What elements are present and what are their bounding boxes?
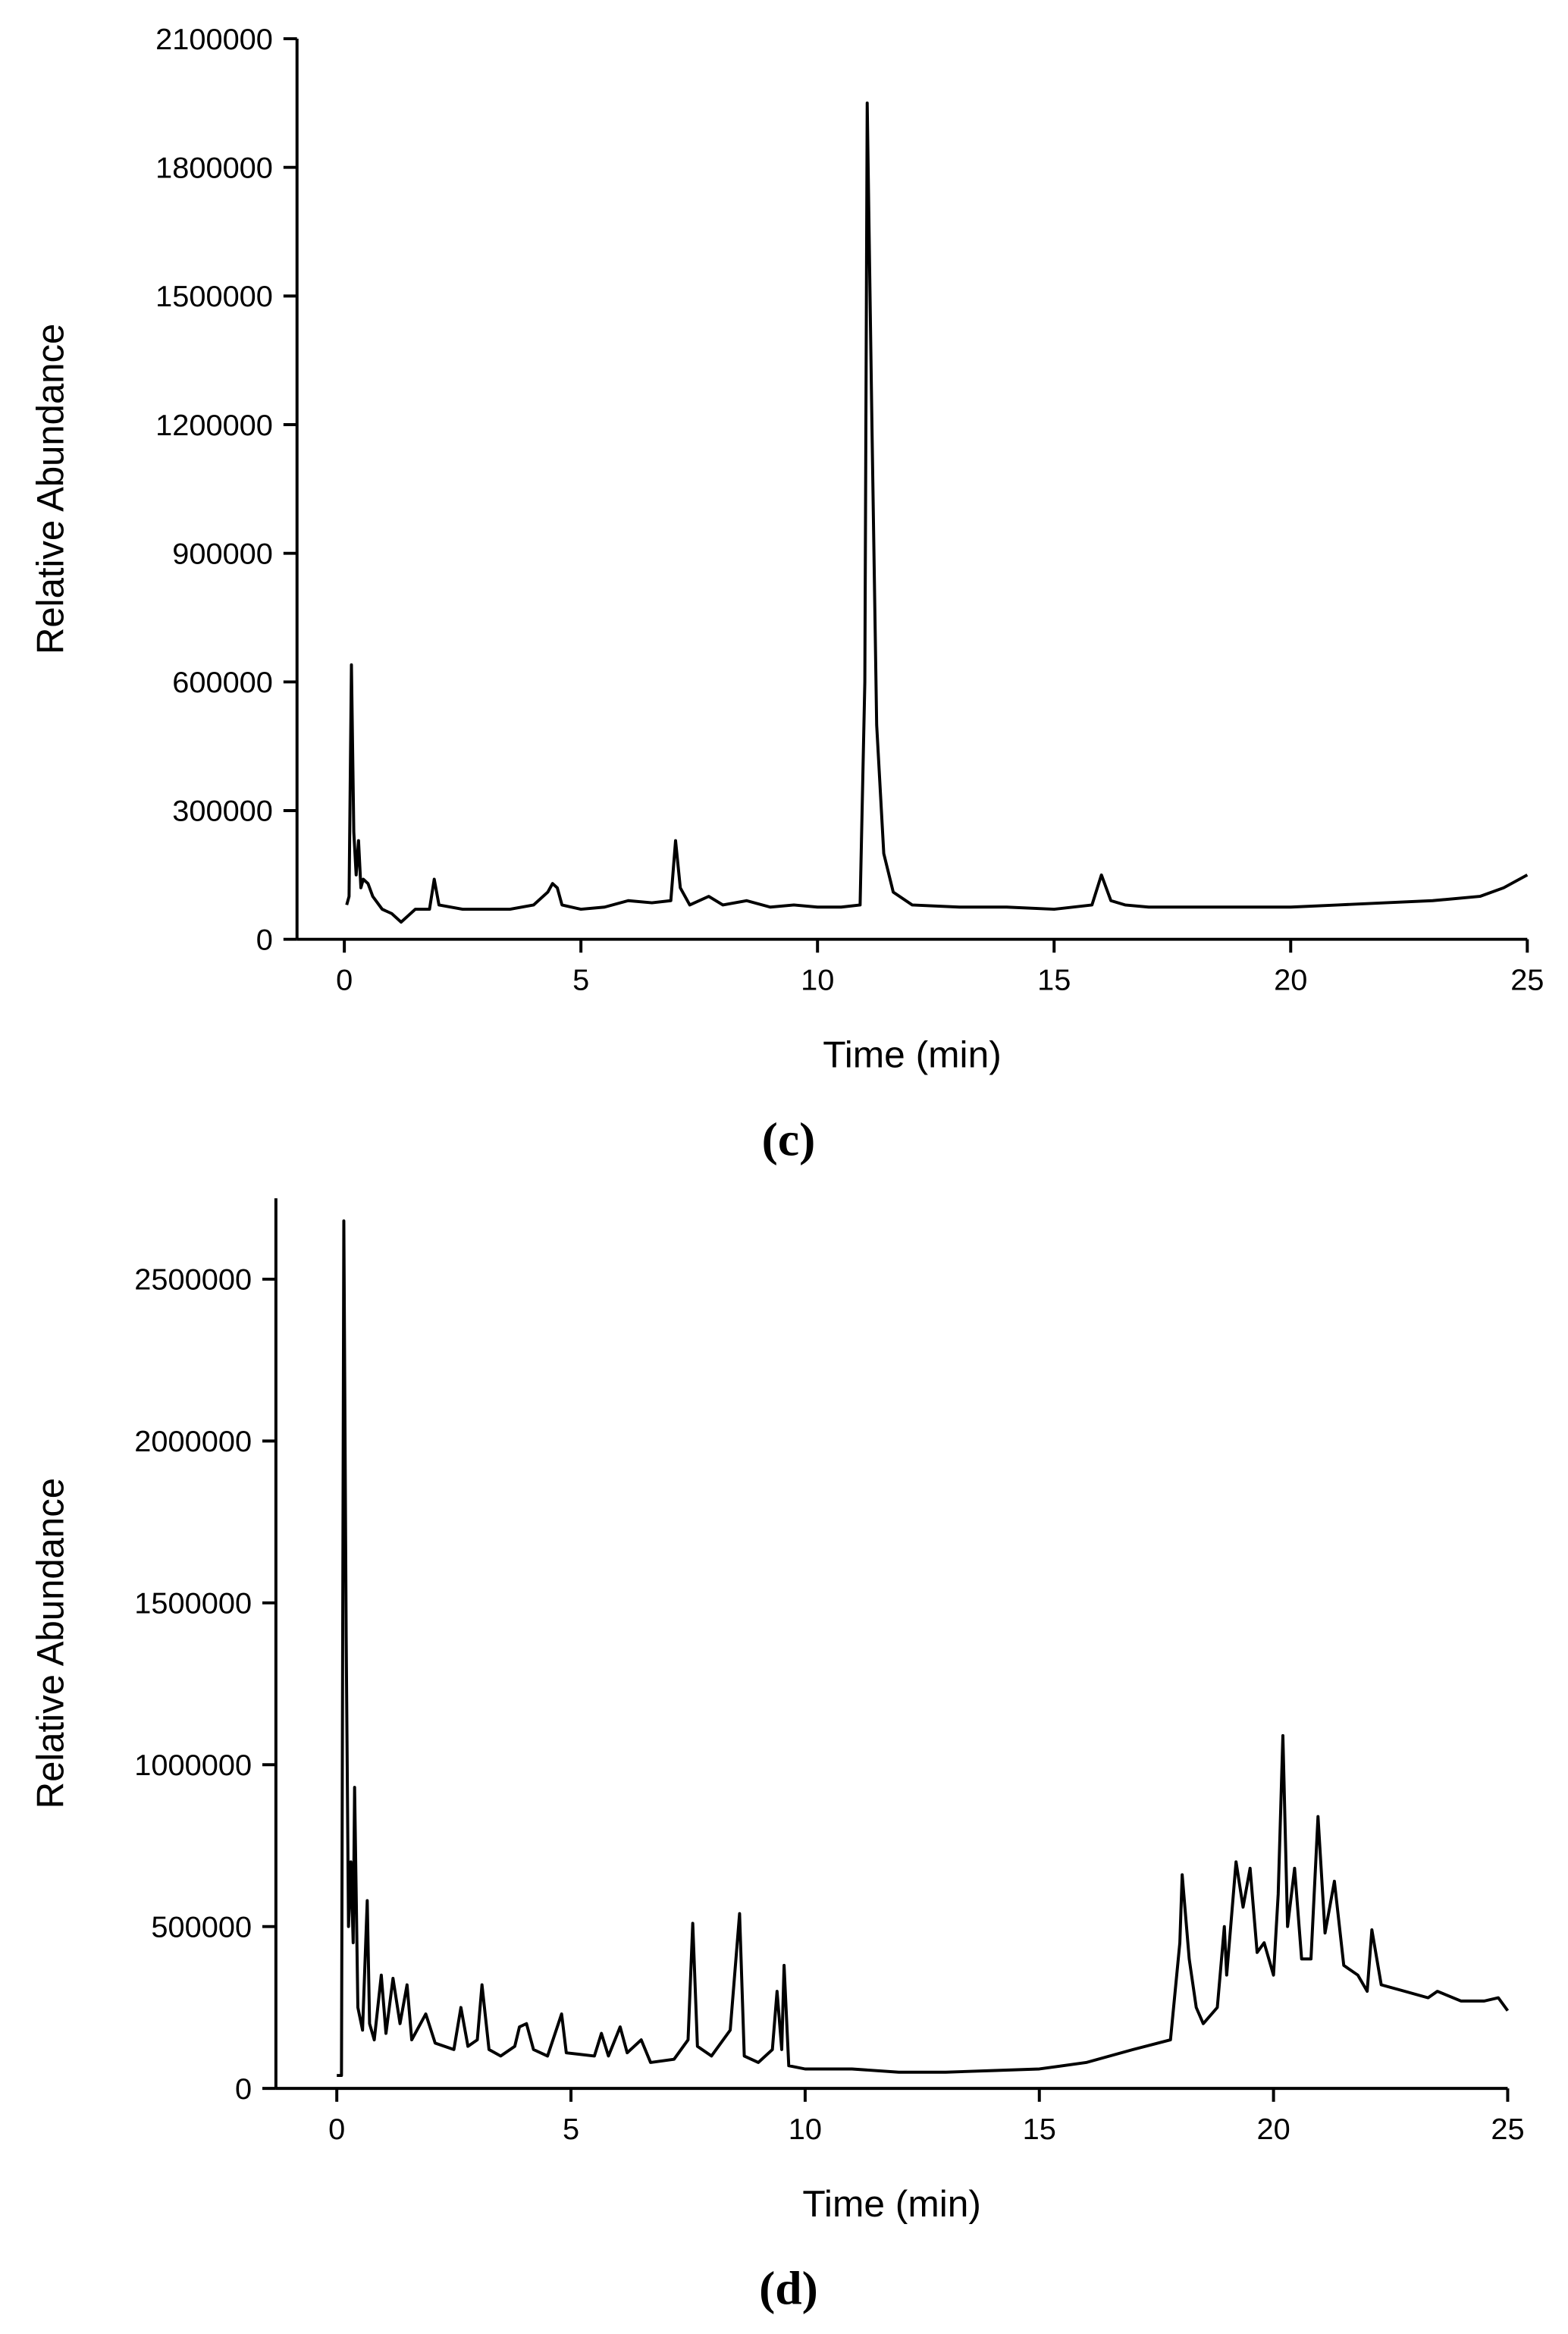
y-tick-label: 2500000 [134,1263,252,1297]
y-tick-label: 600000 [172,666,273,699]
x-tick-label: 0 [336,964,353,997]
x-tick-label: 0 [328,2113,345,2146]
x-tick-label: 10 [801,964,834,997]
x-tick-label: 20 [1256,2113,1290,2146]
x-tick-label: 5 [572,964,589,997]
x-tick-label: 10 [789,2113,822,2146]
data-line [337,1219,1510,2077]
y-axis-label: Relative Abundance [30,324,71,654]
y-axis-label: Relative Abundance [30,1478,71,1809]
y-tick-label: 1500000 [134,1587,252,1620]
x-tick-label: 25 [1491,2113,1524,2146]
x-tick-label: 20 [1274,964,1307,997]
data-line [345,101,1529,924]
x-axis-label: Time (min) [802,2183,981,2225]
panel-caption: (c) [762,1113,816,1166]
y-tick-label: 500000 [151,1911,252,1944]
x-tick-label: 15 [1023,2113,1056,2146]
y-tick-label: 0 [256,924,273,957]
y-tick-label: 1800000 [155,152,273,185]
x-tick-label: 15 [1037,964,1071,997]
x-tick-label: 25 [1510,964,1544,997]
panel-caption: (d) [759,2262,818,2315]
y-tick-label: 2100000 [155,23,273,56]
y-tick-label: 1500000 [155,280,273,313]
y-tick-label: 900000 [172,538,273,571]
x-tick-label: 5 [563,2113,579,2146]
y-tick-label: 300000 [172,795,273,828]
y-tick-label: 2000000 [134,1425,252,1458]
x-axis-label: Time (min) [823,1034,1002,1076]
y-tick-label: 0 [235,2072,252,2106]
y-tick-label: 1000000 [134,1749,252,1782]
y-tick-label: 1200000 [155,409,273,442]
